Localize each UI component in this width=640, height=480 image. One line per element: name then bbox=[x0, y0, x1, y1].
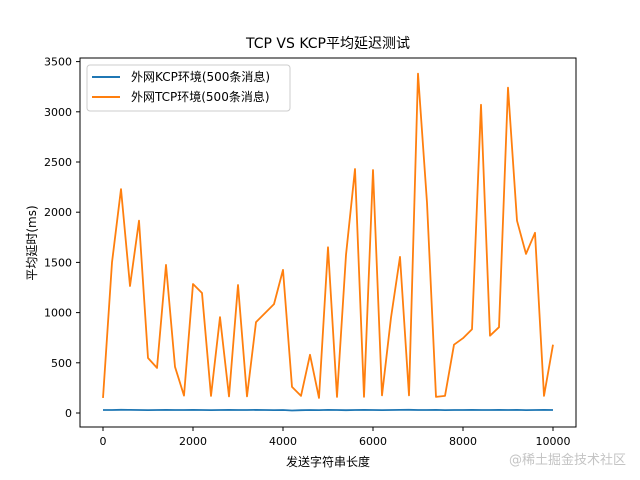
axes-frame bbox=[79, 57, 577, 428]
x-tick-label: 8000 bbox=[449, 435, 477, 448]
series-line-1 bbox=[102, 72, 554, 399]
chart-title: TCP VS KCP平均延迟测试 bbox=[245, 36, 410, 52]
watermark: @稀土掘金技术社区 bbox=[508, 453, 626, 468]
x-tick-label: 2000 bbox=[179, 435, 207, 448]
x-tick-label: 0 bbox=[100, 435, 107, 448]
series-line-0 bbox=[103, 408, 554, 412]
plot-area bbox=[102, 72, 554, 412]
y-axis-ticks: 0 500 1000 1500 2000 2500 3000 3500 bbox=[44, 56, 80, 420]
x-tick-label: 10000 bbox=[536, 435, 571, 448]
y-tick-label: 1000 bbox=[44, 307, 72, 320]
y-tick-label: 2000 bbox=[44, 206, 72, 219]
y-tick-label: 3500 bbox=[44, 56, 72, 69]
x-tick-label: 6000 bbox=[359, 435, 387, 448]
legend: 外网KCP环境(500条消息) 外网TCP环境(500条消息) bbox=[86, 64, 291, 112]
y-tick-label: 3000 bbox=[44, 106, 72, 119]
legend-label-tcp: 外网TCP环境(500条消息) bbox=[131, 89, 270, 104]
y-tick-label: 0 bbox=[65, 407, 72, 420]
y-tick-label: 500 bbox=[51, 357, 72, 370]
y-tick-label: 1500 bbox=[44, 256, 72, 269]
legend-box bbox=[86, 64, 291, 112]
x-axis-label: 发送字符串长度 bbox=[286, 454, 370, 469]
y-tick-label: 2500 bbox=[44, 156, 72, 169]
legend-label-kcp: 外网KCP环境(500条消息) bbox=[131, 69, 270, 84]
y-axis-label: 平均延时(ms) bbox=[25, 205, 39, 280]
x-tick-label: 4000 bbox=[269, 435, 297, 448]
x-axis-ticks: 0 2000 4000 6000 8000 10000 bbox=[100, 427, 571, 448]
